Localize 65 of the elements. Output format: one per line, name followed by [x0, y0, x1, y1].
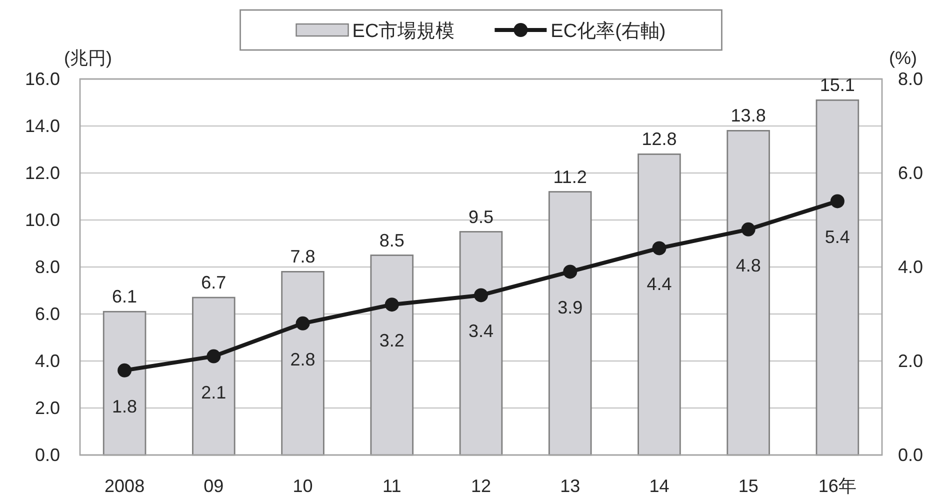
y2-tick-label: 0.0 [898, 445, 924, 465]
point [830, 194, 844, 208]
x-tick-label: 09 [204, 476, 224, 496]
bar [281, 271, 324, 456]
data-label: 1.8 [112, 396, 138, 416]
y2-tick-label: 6.0 [898, 163, 924, 183]
data-label: 9.5 [468, 206, 494, 227]
legend-label: EC市場規模 [352, 20, 455, 42]
data-label: 3.4 [468, 321, 494, 342]
data-label: 7.8 [290, 246, 316, 267]
y-tick-label: 6.0 [34, 304, 60, 324]
y-tick-label: 14.0 [24, 116, 60, 136]
data-label: 4.8 [736, 255, 761, 276]
point [652, 241, 666, 256]
data-label: 3.2 [379, 330, 404, 351]
y-tick-label: 12.0 [24, 163, 60, 183]
data-label: 2.1 [201, 382, 226, 402]
bar [638, 154, 681, 456]
point [296, 316, 310, 330]
data-label: 6.1 [112, 286, 138, 307]
point [206, 349, 221, 364]
data-label: 13.8 [730, 106, 766, 126]
y-tick-label: 8.0 [34, 257, 60, 277]
y-tick-label: 0.0 [34, 445, 60, 465]
legend-item: EC化率(右軸) [494, 21, 666, 42]
x-tick-label: 10 [292, 476, 313, 496]
y2label: (%) [889, 48, 917, 68]
point [474, 288, 488, 302]
bar [192, 296, 236, 456]
y-tick-label: 16.0 [24, 69, 60, 89]
data-label: 3.9 [558, 298, 583, 318]
data-label: 6.7 [201, 272, 226, 293]
y2-tick-label: 8.0 [898, 69, 924, 89]
x-tick-label: 14 [649, 476, 670, 496]
point [563, 264, 578, 279]
y2-tick-label: 4.0 [898, 257, 924, 277]
x-tick-label: 15 [738, 476, 758, 496]
x-tick-label: 2008 [104, 476, 145, 496]
legend-item: EC市場規模 [296, 21, 455, 42]
x-tick-label: 12 [470, 476, 492, 496]
bar [548, 191, 592, 456]
x-tick-label: 13 [560, 476, 580, 496]
data-label: 5.4 [824, 227, 850, 248]
data-label: 12.8 [642, 129, 677, 150]
bar [816, 99, 860, 456]
x-tick-label: 11 [382, 476, 402, 496]
data-label: 15.1 [820, 75, 855, 96]
point [741, 222, 756, 236]
bar [459, 231, 503, 456]
bar [102, 310, 146, 456]
point [384, 298, 399, 312]
data-label: 11.2 [553, 166, 587, 187]
bar [370, 254, 414, 456]
y-tick-label: 2.0 [34, 398, 60, 418]
data-label: 2.8 [290, 349, 316, 370]
y-tick-label: 4.0 [34, 351, 60, 371]
y-tick-label: 10.0 [24, 210, 60, 230]
y2-tick-label: 2.0 [898, 351, 924, 371]
x-tick-label: 16年 [818, 476, 856, 496]
bar [726, 130, 770, 456]
point [118, 363, 132, 378]
data-label: 4.4 [646, 274, 672, 294]
legend-label: EC化率(右軸) [550, 20, 666, 42]
data-label: 8.5 [379, 230, 404, 250]
ylabel: (兆円) [64, 48, 112, 68]
